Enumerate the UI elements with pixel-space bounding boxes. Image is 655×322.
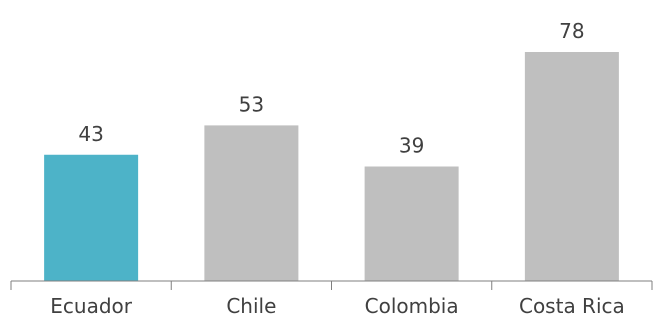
value-label-costa-rica: 78	[559, 19, 584, 43]
bar-ecuador	[44, 154, 139, 281]
value-label-ecuador: 43	[78, 122, 103, 146]
bar-colombia	[364, 166, 459, 281]
bar-costa-rica	[524, 52, 619, 281]
category-label-chile: Chile	[226, 294, 276, 318]
x-axis-ticks	[10, 281, 653, 290]
bar-chile	[204, 125, 299, 282]
bars-group	[44, 52, 619, 282]
category-label-ecuador: Ecuador	[50, 294, 132, 318]
category-labels-group: Ecuador Chile Colombia Costa Rica	[50, 294, 625, 318]
value-labels-group: 43 53 39 78	[78, 19, 584, 158]
category-label-colombia: Colombia	[365, 294, 459, 318]
category-label-costa-rica: Costa Rica	[519, 294, 625, 318]
value-label-colombia: 39	[399, 134, 424, 158]
value-label-chile: 53	[239, 92, 264, 116]
